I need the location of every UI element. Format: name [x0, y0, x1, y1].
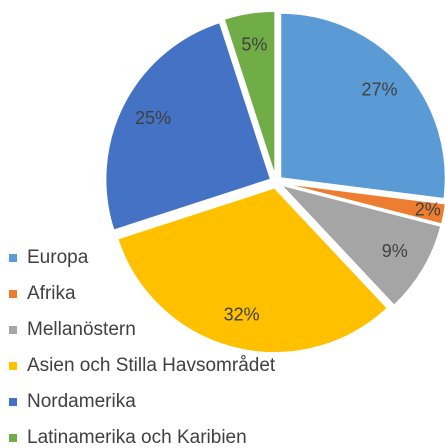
legend-label: Afrika [27, 283, 76, 304]
data-label: 2% [415, 200, 441, 220]
legend-swatch [9, 362, 17, 370]
legend-label: Latinamerika och Karibien [27, 427, 247, 448]
pie-slice [223, 10, 276, 177]
data-label: 27% [361, 79, 397, 99]
pie-slice [279, 12, 445, 200]
legend-label: Mellanöstern [27, 319, 136, 340]
legend-swatch [9, 434, 17, 442]
legend-label: Nordamerika [27, 391, 136, 412]
pie-slice [281, 182, 445, 226]
legend-swatch [9, 254, 17, 262]
legend-label: Asien och Stilla Havsområdet [27, 355, 276, 376]
data-label: 25% [135, 108, 171, 128]
pie-slice [104, 21, 272, 232]
data-label: 5% [241, 34, 267, 54]
legend-swatch [9, 326, 17, 334]
legend-swatch [9, 398, 17, 406]
data-label: 9% [382, 241, 408, 261]
legend-swatch [9, 290, 17, 298]
data-label: 32% [224, 304, 260, 324]
pie-slice [278, 183, 442, 307]
legend-label: Europa [27, 247, 89, 268]
pie-slice [116, 186, 389, 354]
